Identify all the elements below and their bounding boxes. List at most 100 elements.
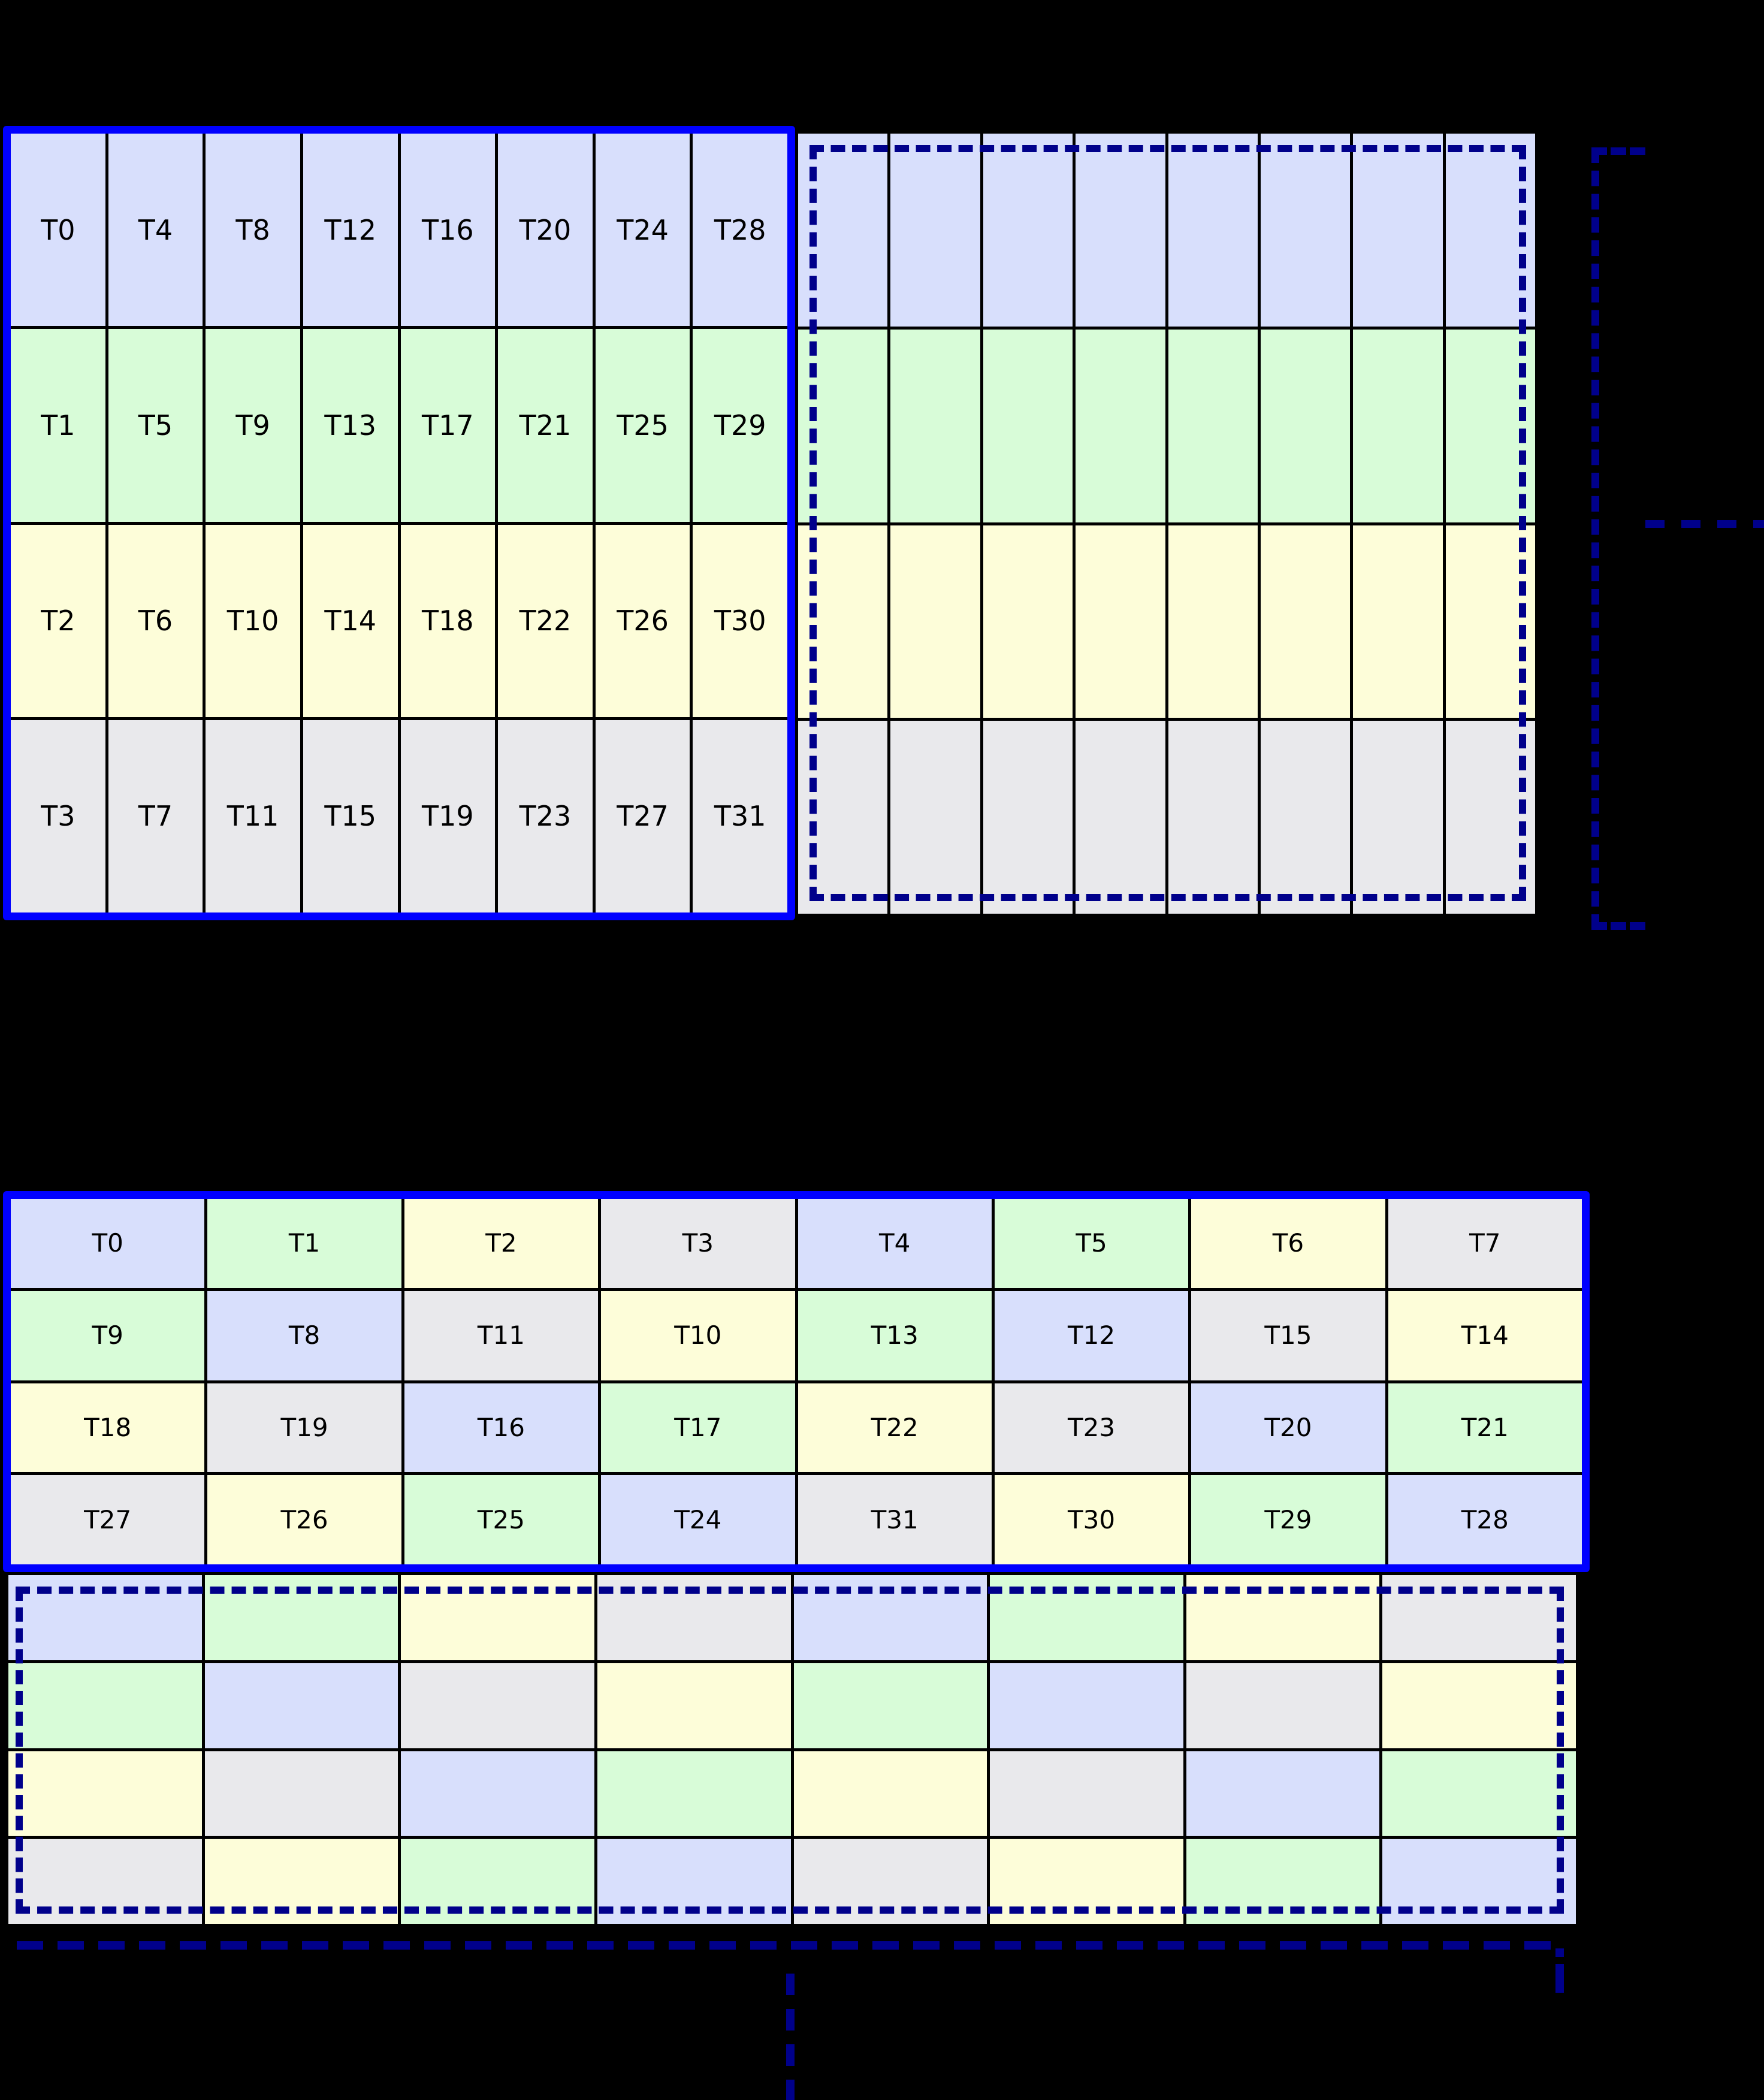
unlabeled-thread-cell [990,1575,1183,1660]
thread-cell: T22 [798,1383,992,1473]
thread-cell: T11 [206,720,300,912]
thread-cell: T3 [11,720,105,912]
thread-cell: T4 [108,134,203,327]
unlabeled-thread-cell [1353,134,1443,327]
bottom-labeled-warp-block: T0 T1 T2 T3 T4 T5 T6 T7 T9 T8 T11 T10 T13 T12 T15 T14 T1… [3,1191,1590,1572]
thread-cell: T28 [693,134,787,327]
unlabeled-thread-cell [1168,525,1258,718]
unlabeled-thread-cell [1076,525,1165,718]
thread-cell: T30 [994,1475,1189,1564]
thread-cell: T1 [11,329,105,522]
thread-cell: T8 [206,134,300,327]
unlabeled-thread-cell [983,134,1073,327]
thread-cell: T24 [595,134,690,327]
thread-cell: T26 [207,1475,401,1564]
thread-cell: T23 [498,720,593,912]
thread-cell: T18 [11,1383,205,1473]
bottom-unlabeled-warp-block [5,1572,1579,1927]
unlabeled-thread-cell [1445,329,1535,522]
thread-cell: T6 [1191,1199,1385,1288]
unlabeled-thread-cell [1353,329,1443,522]
unlabeled-thread-cell [1076,134,1165,327]
unlabeled-thread-cell [1445,721,1535,914]
unlabeled-thread-cell [793,1575,987,1660]
thread-cell: T10 [206,524,300,717]
thread-cell: T2 [11,524,105,717]
unlabeled-thread-cell [798,329,888,522]
thread-cell: T10 [601,1291,795,1380]
thread-cell: T13 [303,329,398,522]
unlabeled-thread-cell [401,1663,594,1748]
unlabeled-thread-cell [8,1575,202,1660]
unlabeled-thread-cell [1168,134,1258,327]
unlabeled-thread-cell [793,1751,987,1836]
unlabeled-thread-cell [8,1839,202,1924]
unlabeled-thread-cell [798,525,888,718]
unlabeled-thread-cell [401,1839,594,1924]
unlabeled-thread-cell [1382,1663,1576,1748]
unlabeled-thread-cell [597,1839,791,1924]
thread-cell: T29 [1191,1475,1385,1564]
thread-cell: T14 [1388,1291,1582,1380]
thread-cell: T8 [207,1291,401,1380]
unlabeled-thread-cell [1186,1839,1380,1924]
bottom-unlabeled-grid [8,1575,1576,1924]
unlabeled-thread-cell [1076,329,1165,522]
unlabeled-thread-cell [8,1663,202,1748]
unlabeled-thread-cell [983,721,1073,914]
unlabeled-thread-cell [1260,329,1351,522]
thread-cell: T12 [994,1291,1189,1380]
thread-cell: T0 [11,1199,205,1288]
unlabeled-thread-cell [204,1751,398,1836]
unlabeled-thread-cell [1168,329,1258,522]
thread-cell: T11 [404,1291,599,1380]
unlabeled-thread-cell [1445,134,1535,327]
unlabeled-thread-cell [1186,1751,1380,1836]
thread-cell: T31 [693,720,787,912]
thread-cell: T16 [404,1383,599,1473]
top-unlabeled-grid [798,134,1535,914]
thread-cell: T0 [11,134,105,327]
thread-cell: T21 [1388,1383,1582,1473]
thread-cell: T19 [207,1383,401,1473]
unlabeled-thread-cell [1186,1663,1380,1748]
thread-cell: T7 [1388,1199,1582,1288]
unlabeled-thread-cell [597,1575,791,1660]
thread-cell: T14 [303,524,398,717]
unlabeled-thread-cell [1353,721,1443,914]
unlabeled-thread-cell [1382,1575,1576,1660]
thread-cell: T25 [595,329,690,522]
thread-cell: T18 [400,524,496,717]
thread-cell: T20 [1191,1383,1385,1473]
unlabeled-thread-cell [798,721,888,914]
thread-cell: T4 [798,1199,992,1288]
top-continuation-dots-horizontal [1645,520,1764,528]
thread-cell: T17 [601,1383,795,1473]
unlabeled-thread-cell [990,1663,1183,1748]
bottom-next-block-right-corner [1555,1948,1564,1996]
unlabeled-thread-cell [990,1751,1183,1836]
thread-cell: T16 [400,134,496,327]
thread-cell: T28 [1388,1475,1582,1564]
thread-cell: T6 [108,524,203,717]
top-next-block-bracket [1591,147,1645,930]
thread-cell: T1 [207,1199,401,1288]
thread-cell: T5 [994,1199,1189,1288]
top-unlabeled-warp-block [795,131,1538,917]
unlabeled-thread-cell [1260,525,1351,718]
bottom-continuation-dots-vertical [786,1974,795,2100]
unlabeled-thread-cell [1186,1575,1380,1660]
thread-cell: T21 [498,329,593,522]
unlabeled-thread-cell [597,1751,791,1836]
unlabeled-thread-cell [1168,721,1258,914]
bottom-thread-layout-section: T0 T1 T2 T3 T4 T5 T6 T7 T9 T8 T11 T10 T13 T12 T15 T14 T1… [0,1019,1764,2100]
thread-cell: T24 [601,1475,795,1564]
thread-cell: T7 [108,720,203,912]
thread-cell: T30 [693,524,787,717]
thread-cell: T27 [595,720,690,912]
thread-cell: T20 [498,134,593,327]
bottom-next-block-top-edge [17,1941,1564,1950]
top-thread-layout-section: T0 T4 T8 T12 T16 T20 T24 T28 T1 T5 T9 T13 T17 T21 T25 T… [0,0,1764,1019]
thread-cell: T27 [11,1475,205,1564]
unlabeled-thread-cell [1353,525,1443,718]
